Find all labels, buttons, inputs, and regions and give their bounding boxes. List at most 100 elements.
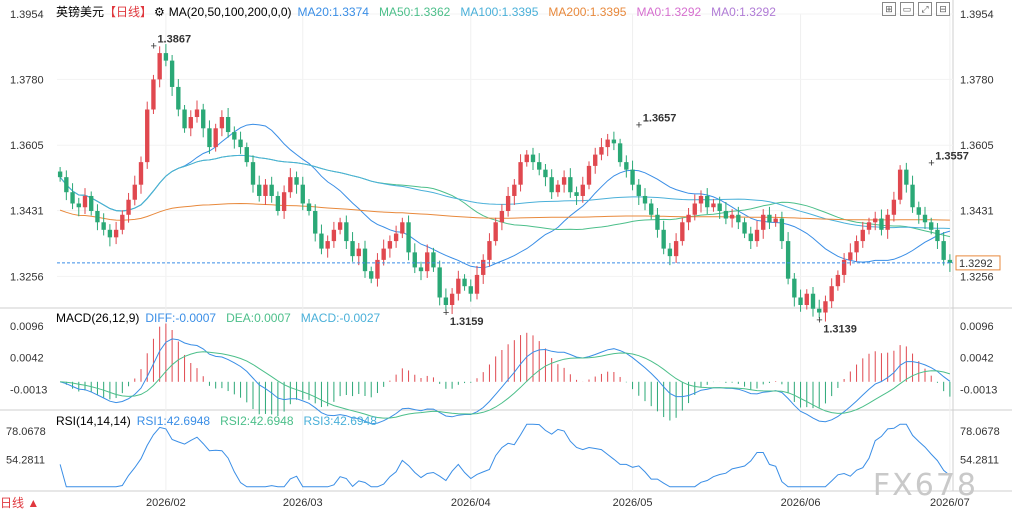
candle-body — [120, 214, 125, 230]
candle-body — [854, 241, 859, 253]
period-mode-footer[interactable]: 日线 ▲ — [0, 496, 40, 510]
candle-body — [462, 278, 467, 287]
candle-body — [275, 195, 281, 212]
candle-body — [57, 171, 63, 178]
candle-body — [481, 259, 486, 275]
rsi-header: RSI(14,14,14) RSI1:42.6948 RSI2:42.6948 RSI… — [56, 414, 387, 428]
candle-body — [661, 229, 666, 249]
chart-icon[interactable]: ▭ — [900, 2, 914, 16]
candle-body — [810, 293, 816, 309]
candle-body — [337, 222, 343, 230]
candle-body — [518, 162, 523, 185]
candle-body — [555, 184, 561, 193]
candle-body — [238, 139, 243, 148]
candle-body — [885, 214, 890, 230]
candle-body — [257, 184, 262, 196]
candle-body — [729, 214, 735, 219]
candle-body — [362, 248, 368, 272]
macd-item: MACD:-0.0027 — [300, 311, 381, 325]
candle-body — [101, 222, 106, 230]
candle-body — [922, 214, 928, 223]
candle-body — [113, 229, 119, 238]
ma-item: MA0:1.3292 — [711, 5, 776, 19]
candle-body — [412, 252, 417, 268]
candle-body — [163, 53, 169, 61]
candle-body — [580, 184, 585, 196]
candle-body — [636, 184, 641, 196]
candle-body — [300, 184, 305, 204]
candle-body — [711, 203, 716, 208]
candle-body — [935, 229, 940, 242]
macd-diff-line — [59, 338, 951, 425]
candle-body — [331, 229, 337, 242]
price-tick-left: 1.3954 — [10, 9, 44, 21]
x-tick-label: 2026/06 — [781, 497, 821, 509]
candle-body — [219, 117, 225, 129]
candle-body — [64, 177, 69, 193]
candle-body — [841, 259, 847, 275]
settings-icon[interactable]: ⚙ — [154, 5, 165, 19]
candle-body — [530, 154, 536, 163]
candle-body — [686, 214, 691, 223]
period-label[interactable]: 【日线】 — [104, 5, 153, 19]
candle-body — [692, 203, 697, 215]
candle-body — [393, 233, 399, 242]
candle-body — [138, 162, 144, 185]
macd-header: MACD(26,12,9) DIFF:-0.0007 DEA:0.0007 MACD:… — [56, 311, 390, 325]
candle-body — [748, 233, 753, 242]
candle-body — [549, 177, 554, 193]
candle-body — [76, 203, 81, 208]
candle-body — [779, 218, 785, 242]
zoom-icon[interactable]: ⤢ — [918, 2, 932, 16]
candle-body — [829, 286, 834, 302]
candle-body — [319, 233, 324, 249]
candle-body — [879, 218, 884, 230]
candle-body — [767, 214, 772, 223]
candle-body — [630, 169, 635, 185]
candle-body — [599, 147, 604, 155]
ma-item: MA20:1.3374 — [297, 5, 369, 19]
x-tick-label: 2026/04 — [451, 497, 491, 509]
candle-body — [213, 128, 218, 148]
candle-body — [145, 109, 150, 163]
x-tick-label: 2026/03 — [283, 497, 323, 509]
candle-body — [369, 271, 374, 279]
candle-body — [325, 241, 330, 249]
price-tick-left: 1.3605 — [10, 140, 44, 152]
layout-icon[interactable]: ⊟ — [936, 2, 950, 16]
candle-body — [742, 222, 747, 234]
candle-body — [754, 229, 760, 242]
macd-dea-line — [60, 351, 951, 419]
candle-body — [773, 218, 778, 223]
last-price-label: 1.3292 — [959, 258, 993, 270]
candle-body — [947, 259, 953, 263]
candle-body — [232, 132, 237, 140]
candle-body — [649, 203, 654, 215]
rsi-tick-right: 54.2811 — [960, 454, 999, 466]
candle-body — [89, 195, 94, 212]
candle-body — [866, 222, 872, 230]
candle-body — [126, 199, 131, 215]
candle-body — [425, 252, 430, 272]
candle-body — [157, 53, 162, 80]
rsi-tick-left: 54.2811 — [6, 454, 45, 466]
price-tick-left: 1.3256 — [10, 271, 44, 283]
candle-body — [387, 241, 393, 249]
candle-body — [785, 241, 791, 279]
ma-item: MA0:1.3292 — [636, 5, 702, 19]
grid-icon[interactable]: ⊞ — [882, 2, 896, 16]
candle-body — [456, 278, 461, 294]
candle-body — [823, 301, 828, 313]
candle-body — [723, 211, 729, 219]
candle-body — [642, 195, 648, 204]
price-header: 英镑美元【日线】 ⚙ MA(20,50,100,200,0,0) MA20:1.337… — [56, 3, 786, 20]
candle-body — [350, 241, 355, 257]
candle-body — [431, 252, 436, 268]
candle-body — [891, 199, 897, 215]
annotation-marker: + — [443, 307, 449, 319]
candle-body — [611, 139, 617, 144]
macd-tick-right: 0.0096 — [960, 321, 994, 333]
candle-body — [568, 177, 573, 193]
candle-body — [95, 211, 100, 223]
